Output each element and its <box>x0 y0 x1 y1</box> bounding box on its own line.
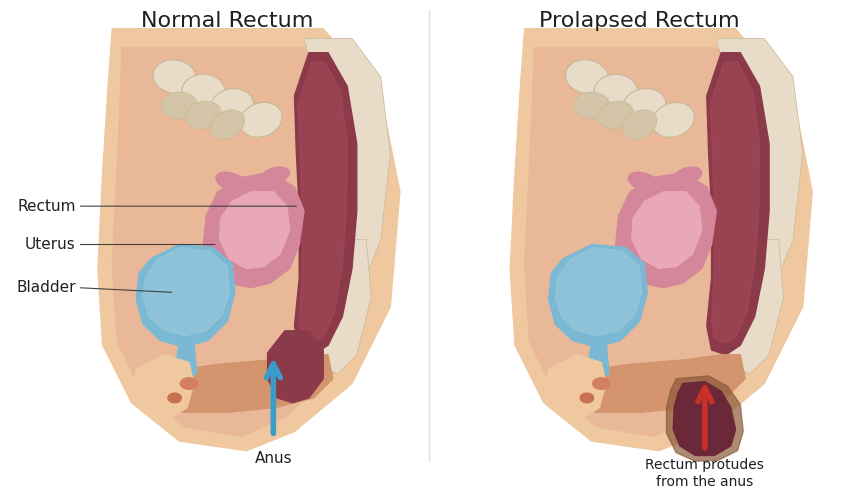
Polygon shape <box>548 355 745 412</box>
Polygon shape <box>98 29 400 451</box>
Polygon shape <box>175 340 197 379</box>
Text: Bladder: Bladder <box>16 280 76 295</box>
Ellipse shape <box>580 393 594 403</box>
Ellipse shape <box>594 74 637 108</box>
Polygon shape <box>309 240 371 374</box>
Polygon shape <box>525 48 788 436</box>
Ellipse shape <box>211 88 254 122</box>
Ellipse shape <box>216 172 248 192</box>
Polygon shape <box>131 355 193 420</box>
Polygon shape <box>722 240 784 374</box>
Polygon shape <box>112 48 376 436</box>
Polygon shape <box>555 247 642 336</box>
Polygon shape <box>136 245 235 347</box>
Polygon shape <box>143 247 230 336</box>
Ellipse shape <box>623 88 666 122</box>
Polygon shape <box>711 62 759 343</box>
Ellipse shape <box>153 60 196 94</box>
Text: Prolapsed Rectum: Prolapsed Rectum <box>539 11 740 31</box>
Polygon shape <box>632 192 702 269</box>
Ellipse shape <box>652 103 695 137</box>
Polygon shape <box>299 62 347 343</box>
Polygon shape <box>544 355 606 420</box>
Ellipse shape <box>180 378 198 389</box>
Polygon shape <box>706 53 770 355</box>
Ellipse shape <box>210 110 245 139</box>
Ellipse shape <box>240 103 282 137</box>
Polygon shape <box>267 331 323 403</box>
Ellipse shape <box>674 167 701 184</box>
Polygon shape <box>667 376 743 461</box>
Text: Rectum protudes
from the anus: Rectum protudes from the anus <box>645 458 764 489</box>
Ellipse shape <box>565 60 608 94</box>
Polygon shape <box>220 192 289 269</box>
Polygon shape <box>136 355 333 412</box>
Polygon shape <box>587 340 609 379</box>
Polygon shape <box>204 173 304 288</box>
Ellipse shape <box>593 378 610 389</box>
Text: Anus: Anus <box>255 451 292 465</box>
Polygon shape <box>673 382 736 456</box>
Polygon shape <box>510 29 812 451</box>
Ellipse shape <box>574 92 610 119</box>
Polygon shape <box>294 53 357 355</box>
Ellipse shape <box>182 74 225 108</box>
Polygon shape <box>717 38 802 288</box>
Polygon shape <box>304 38 390 288</box>
Polygon shape <box>616 173 717 288</box>
Polygon shape <box>548 245 648 347</box>
Ellipse shape <box>628 172 660 192</box>
Ellipse shape <box>598 101 633 129</box>
Text: Rectum: Rectum <box>18 199 76 214</box>
Ellipse shape <box>168 393 182 403</box>
Ellipse shape <box>622 110 657 139</box>
Ellipse shape <box>161 92 198 119</box>
Text: Uterus: Uterus <box>25 237 76 252</box>
Ellipse shape <box>185 101 221 129</box>
Text: Normal Rectum: Normal Rectum <box>141 11 314 31</box>
Ellipse shape <box>262 167 289 184</box>
